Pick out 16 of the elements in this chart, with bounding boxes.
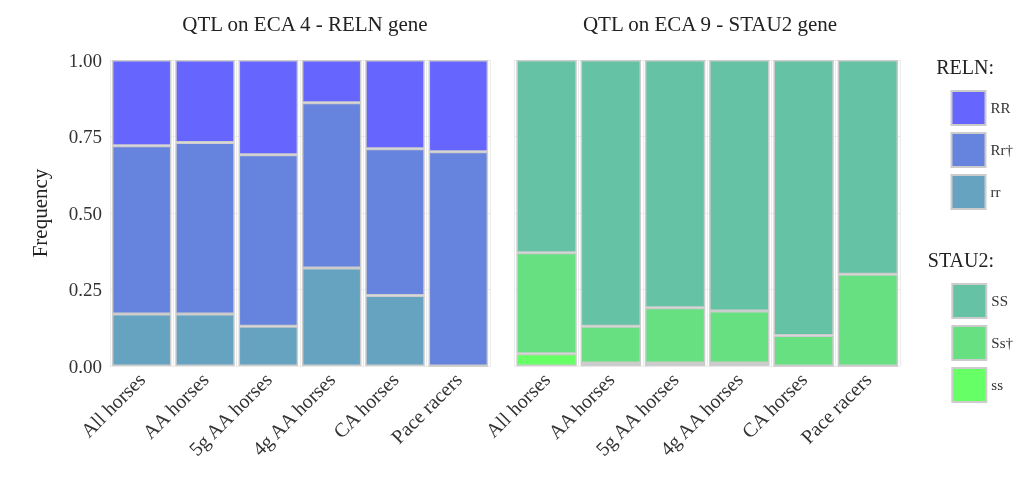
chart-title: QTL on ECA 4 - RELN gene bbox=[182, 11, 428, 36]
chart-title: QTL on ECA 9 - STAU2 gene bbox=[582, 11, 838, 36]
legend-title: RELN: bbox=[936, 56, 995, 78]
legend-label: RR bbox=[990, 100, 1011, 116]
legend-label: Ss† bbox=[991, 335, 1014, 351]
legend-label: Rr† bbox=[990, 142, 1014, 158]
legend-label: rr bbox=[990, 184, 1001, 200]
legend-label: ss bbox=[991, 377, 1004, 393]
y-axis-title: Frequency bbox=[27, 168, 52, 258]
y-tick-label: 0.00 bbox=[68, 355, 102, 377]
y-tick-label: 1.00 bbox=[68, 49, 102, 71]
legend-label: SS bbox=[991, 293, 1009, 309]
y-tick-label: 0.25 bbox=[68, 279, 102, 300]
y-tick-label: 0.50 bbox=[68, 202, 102, 224]
y-tick-label: 0.75 bbox=[68, 126, 102, 147]
legend-title: STAU2: bbox=[927, 249, 995, 271]
